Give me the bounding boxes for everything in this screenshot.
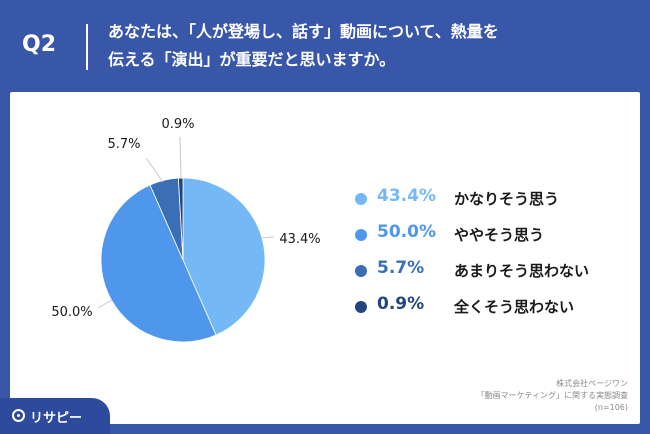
legend-label: ややそう思う — [454, 226, 545, 244]
pie-data-label-1: 43.4% — [279, 232, 320, 247]
chart-legend: 43.4% かなりそう思う 50.0% ややそう思う 5.7% あまりそう思わない 0.9%… — [355, 186, 635, 330]
legend-percent: 43.4% — [377, 186, 436, 206]
legend-swatch — [355, 301, 367, 313]
pie-data-label-2: 50.0% — [51, 305, 92, 320]
question-text: あなたは、「人が登場し、話す」動画について、熱量を 伝える「演出」が重要だと思い… — [108, 18, 628, 74]
source-survey: 「動画マーケティング」に関する実態調査 — [476, 391, 628, 400]
question-line-1: あなたは、「人が登場し、話す」動画について、熱量を — [108, 22, 499, 41]
source-note: 株式会社ページワン 「動画マーケティング」に関する実態調査 (n=106) — [477, 378, 628, 414]
legend-item-3: 5.7% あまりそう思わない — [355, 258, 635, 294]
legend-percent: 0.9% — [377, 294, 425, 314]
legend-item-4: 0.9% 全くそう思わない — [355, 294, 635, 330]
question-header: Q2 あなたは、「人が登場し、話す」動画について、熱量を 伝える「演出」が重要だ… — [0, 0, 650, 92]
pie-slice-1 — [182, 177, 266, 336]
logo-text: リサピー — [30, 411, 83, 426]
source-company: 株式会社ページワン — [556, 379, 628, 388]
legend-item-2: 50.0% ややそう思う — [355, 222, 635, 258]
legend-swatch — [355, 265, 367, 277]
question-line-2: 伝える「演出」が重要だと思いますか。 — [108, 50, 396, 69]
pie-data-label-4: 0.9% — [161, 117, 194, 132]
legend-swatch — [355, 193, 367, 205]
pie-leader-line-4 — [179, 136, 182, 179]
legend-label: かなりそう思う — [454, 190, 560, 208]
legend-item-1: 43.4% かなりそう思う — [355, 186, 635, 222]
pie-leader-line-2 — [97, 299, 113, 309]
pie-leader-line-3 — [145, 157, 164, 183]
pie-slice-2 — [100, 184, 217, 343]
legend-swatch — [355, 229, 367, 241]
legend-label: あまりそう思わない — [454, 262, 590, 280]
legend-percent: 5.7% — [377, 258, 425, 278]
legend-label: 全くそう思わない — [454, 298, 575, 316]
pie-leader-line-1 — [260, 236, 275, 239]
risapi-logo: リサピー — [0, 398, 110, 434]
legend-percent: 50.0% — [377, 222, 436, 242]
pie-slice-4 — [177, 177, 184, 261]
source-sample-size: (n=106) — [594, 403, 628, 412]
header-divider — [86, 24, 88, 70]
pie-data-label-3: 5.7% — [107, 137, 140, 152]
risapi-logo-icon — [12, 409, 25, 422]
question-number: Q2 — [22, 32, 57, 57]
